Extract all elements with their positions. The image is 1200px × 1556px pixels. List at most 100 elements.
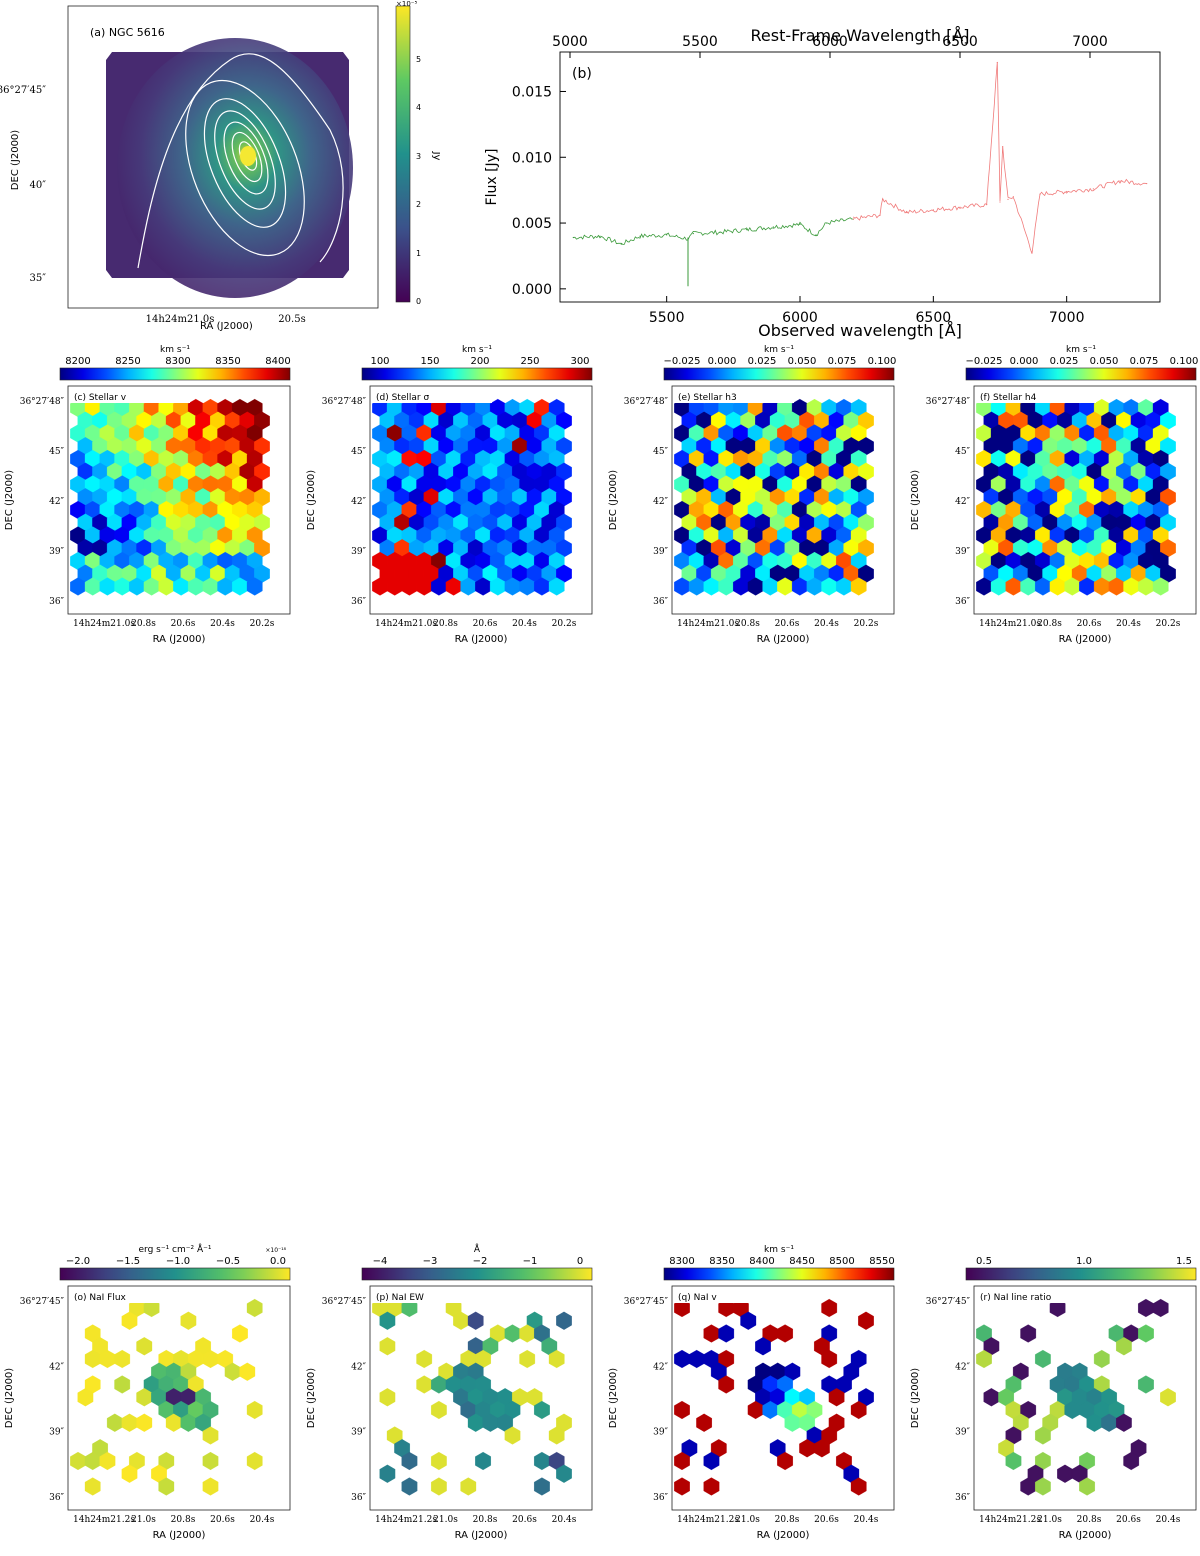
hex-bins xyxy=(976,1298,1176,1496)
colorbar-tick: 8400 xyxy=(265,356,290,367)
panel-a-ytick: 36°27′45″ xyxy=(0,85,46,96)
map-label-bg xyxy=(70,388,190,403)
spectrum-xtick-label: 5500 xyxy=(649,310,685,326)
colorbar xyxy=(59,1267,291,1281)
panel-a-label: (a) NGC 5616 xyxy=(90,26,165,39)
spectrum-data-point xyxy=(1119,180,1121,182)
colorbar-unit: km s⁻¹ xyxy=(462,345,492,355)
map-ytick: 42″ xyxy=(351,497,366,507)
spectrum-data-point xyxy=(815,234,817,236)
map-xtick: 14h24m21.0s xyxy=(979,619,1041,629)
colorbar-unit: km s⁻¹ xyxy=(764,1245,794,1255)
map-label: (r) NaI line ratio xyxy=(980,1293,1052,1303)
spectrum-data-point xyxy=(772,226,774,228)
hex-bin xyxy=(718,1324,735,1343)
spectrum-data-point xyxy=(1002,146,1004,148)
map-xtick: 14h24m21.2s xyxy=(375,1515,437,1525)
map-label: (e) Stellar h3 xyxy=(678,393,737,403)
colorbar-unit: erg s⁻¹ cm⁻² Å⁻¹ xyxy=(138,1243,211,1255)
colorbar-tick: −0.5 xyxy=(216,1256,240,1267)
hex-bin xyxy=(1079,1477,1095,1496)
spectrum-top-xlabel: Rest-Frame Wavelength [Å] xyxy=(751,26,970,45)
colorbar-tick: 0.075 xyxy=(1130,356,1159,367)
hex-bin xyxy=(1116,1413,1132,1432)
map-ytick: 36°27′48″ xyxy=(624,397,669,407)
colorbar-tick: 0 xyxy=(577,1256,583,1267)
hex-bin xyxy=(475,1451,491,1471)
map-xlabel: RA (J2000) xyxy=(153,634,206,645)
hex-bin xyxy=(740,1311,757,1330)
colorbar xyxy=(965,367,1197,381)
spectrum-data-point xyxy=(746,229,748,231)
hex-bin xyxy=(379,1311,396,1330)
hex-bin xyxy=(850,1477,867,1496)
spectrum-top-xtick-label: 6500 xyxy=(942,34,978,50)
map-xtick: 20.8s xyxy=(473,1515,498,1525)
map-xtick: 20.2s xyxy=(854,619,879,629)
colorbar-tick: −3 xyxy=(423,1256,438,1267)
map-ytick: 36°27′45″ xyxy=(20,1297,65,1307)
hex-bin xyxy=(379,1337,396,1356)
panel-a-cbar-tick: 0 xyxy=(416,297,421,306)
hex-bin xyxy=(1005,1451,1022,1471)
colorbar-tick: 0.000 xyxy=(708,356,737,367)
map-panel: km s⁻¹ −0.025 0.000 0.025 0.050 0.075 0.100 (e)… xyxy=(608,345,896,645)
hex-bin xyxy=(431,1400,447,1420)
spectrum-top-xtick-label: 7000 xyxy=(1072,34,1108,50)
map-xlabel: RA (J2000) xyxy=(455,1530,508,1541)
map-xtick: 20.2s xyxy=(250,619,275,629)
map-xtick: 14h24m21.0s xyxy=(375,619,437,629)
colorbar-tick: 0.075 xyxy=(828,356,857,367)
hex-bin xyxy=(696,1413,712,1432)
hex-bin xyxy=(158,1477,175,1496)
hex-bins xyxy=(372,1298,572,1496)
hex-bin xyxy=(674,1298,690,1318)
hex-bins xyxy=(372,398,572,596)
hex-bin xyxy=(180,1311,197,1330)
hex-bin xyxy=(1116,1337,1132,1356)
hex-bin xyxy=(246,1400,263,1420)
map-xtick: 20.8s xyxy=(735,619,760,629)
map-ytick: 39″ xyxy=(955,1428,970,1438)
map-ytick: 39″ xyxy=(49,547,64,557)
panel-a: (a) NGC 5616 36°27′45″ 40″ 35″ 14h24m21.… xyxy=(0,0,442,332)
map-panel: km s⁻¹ −0.025 0.000 0.025 0.050 0.075 0.100 (f)… xyxy=(910,345,1198,645)
hex-bin xyxy=(114,1375,131,1394)
hex-bin xyxy=(1160,1388,1176,1407)
map-ylabel: DEC (J2000) xyxy=(608,1368,619,1428)
hex-bin xyxy=(718,1375,735,1394)
colorbar xyxy=(663,367,895,381)
colorbar-tick: 8400 xyxy=(749,1256,774,1267)
hex-bin xyxy=(99,1451,116,1471)
map-xlabel: RA (J2000) xyxy=(1059,1530,1112,1541)
map-xtick: 20.6s xyxy=(814,1515,839,1525)
panel-a-cbar-tick: 2 xyxy=(416,200,421,209)
map-label-bg xyxy=(976,388,1096,403)
colorbar-tick: 0.0 xyxy=(270,1256,286,1267)
hex-bin xyxy=(246,1451,263,1471)
panel-a-cbar-tick: 4 xyxy=(416,103,421,112)
hex-bin xyxy=(1035,1349,1051,1369)
colorbar-unit: km s⁻¹ xyxy=(1066,345,1096,355)
hex-bin xyxy=(77,1388,94,1407)
hex-bin xyxy=(519,1349,536,1369)
stellar-maps-row: km s⁻¹ 8200 8250 8300 8350 8400 (c) Stellar v 3… xyxy=(0,340,1200,660)
hex-bin xyxy=(755,1337,771,1356)
colorbar xyxy=(361,1267,593,1281)
nai-maps-row: erg s⁻¹ cm⁻² Å⁻¹ ×10⁻¹⁸ −2.0 −1.5 −1.0 −0.5 0.… xyxy=(0,1240,1200,1556)
map-ytick: 42″ xyxy=(955,497,970,507)
hex-bin xyxy=(850,1400,867,1420)
colorbar xyxy=(361,367,593,381)
map-xtick: 20.6s xyxy=(210,1515,235,1525)
spectrum-top-xtick-label: 6000 xyxy=(812,34,848,50)
panel-b: 5500 6000 6500 7000 5000 5500 6000 6500 7000 0.01… xyxy=(460,0,1200,340)
map-ytick: 39″ xyxy=(351,1428,366,1438)
panel-a-xlabel: RA (J2000) xyxy=(200,321,253,332)
spectrum-series-line xyxy=(573,217,854,245)
colorbar-tick: 100 xyxy=(370,356,389,367)
spectrum-data-point xyxy=(882,198,884,200)
map-ylabel: DEC (J2000) xyxy=(608,470,619,530)
map-ylabel: DEC (J2000) xyxy=(4,470,15,530)
map-ylabel: DEC (J2000) xyxy=(910,1368,921,1428)
colorbar-tick: 8200 xyxy=(65,356,90,367)
